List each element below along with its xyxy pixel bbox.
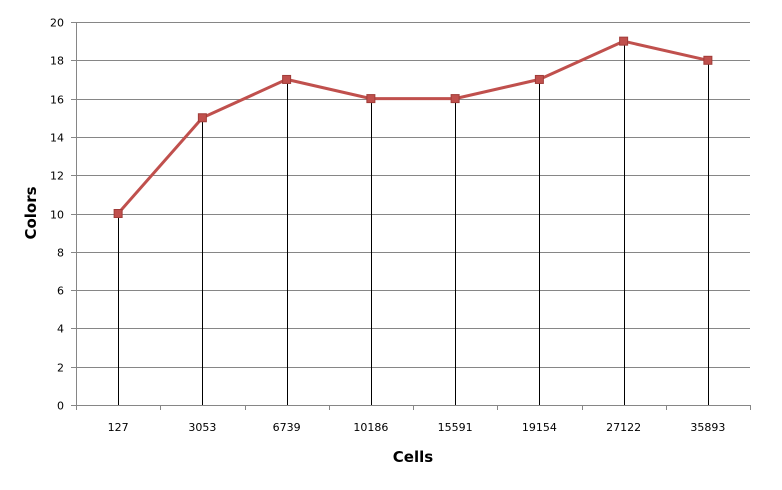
data-point [282,74,292,84]
data-point [534,74,544,84]
y-tick-label: 14 [50,132,64,145]
x-tick-labels: 127 3053 6739 10186 15591 19154 27122 35893 [108,421,726,434]
x-tick-label: 3053 [188,421,216,434]
y-tick-label: 10 [50,209,64,222]
y-tick-label: 6 [57,285,64,298]
y-axis-title: Colors [22,186,40,239]
axes [71,22,751,410]
x-tick-label: 19154 [522,421,557,434]
data-point [619,36,629,46]
y-tick-label: 20 [50,17,64,30]
markers [113,36,713,218]
y-tick-labels: 0 2 4 6 8 10 12 14 16 18 20 [50,17,64,413]
x-tick-label: 10186 [353,421,388,434]
x-tick-label: 27122 [606,421,641,434]
gridlines [76,22,750,368]
x-tick-label: 127 [108,421,129,434]
x-axis-title: Cells [393,448,433,466]
y-tick-label: 0 [57,400,64,413]
y-tick-label: 12 [50,170,64,183]
data-point [366,94,376,104]
x-tick-label: 15591 [438,421,473,434]
drop-lines [118,41,709,405]
series [116,39,709,215]
y-tick-label: 16 [50,94,64,107]
data-point [450,94,460,104]
data-point [113,209,123,218]
y-tick-label: 4 [57,323,64,336]
y-tick-label: 2 [57,362,64,375]
data-point [703,55,713,65]
series-line [116,39,709,215]
y-tick-label: 8 [57,247,64,260]
x-tick-label: 35893 [690,421,725,434]
y-tick-label: 18 [50,55,64,68]
x-tick-label: 6739 [273,421,301,434]
data-point [197,113,207,123]
